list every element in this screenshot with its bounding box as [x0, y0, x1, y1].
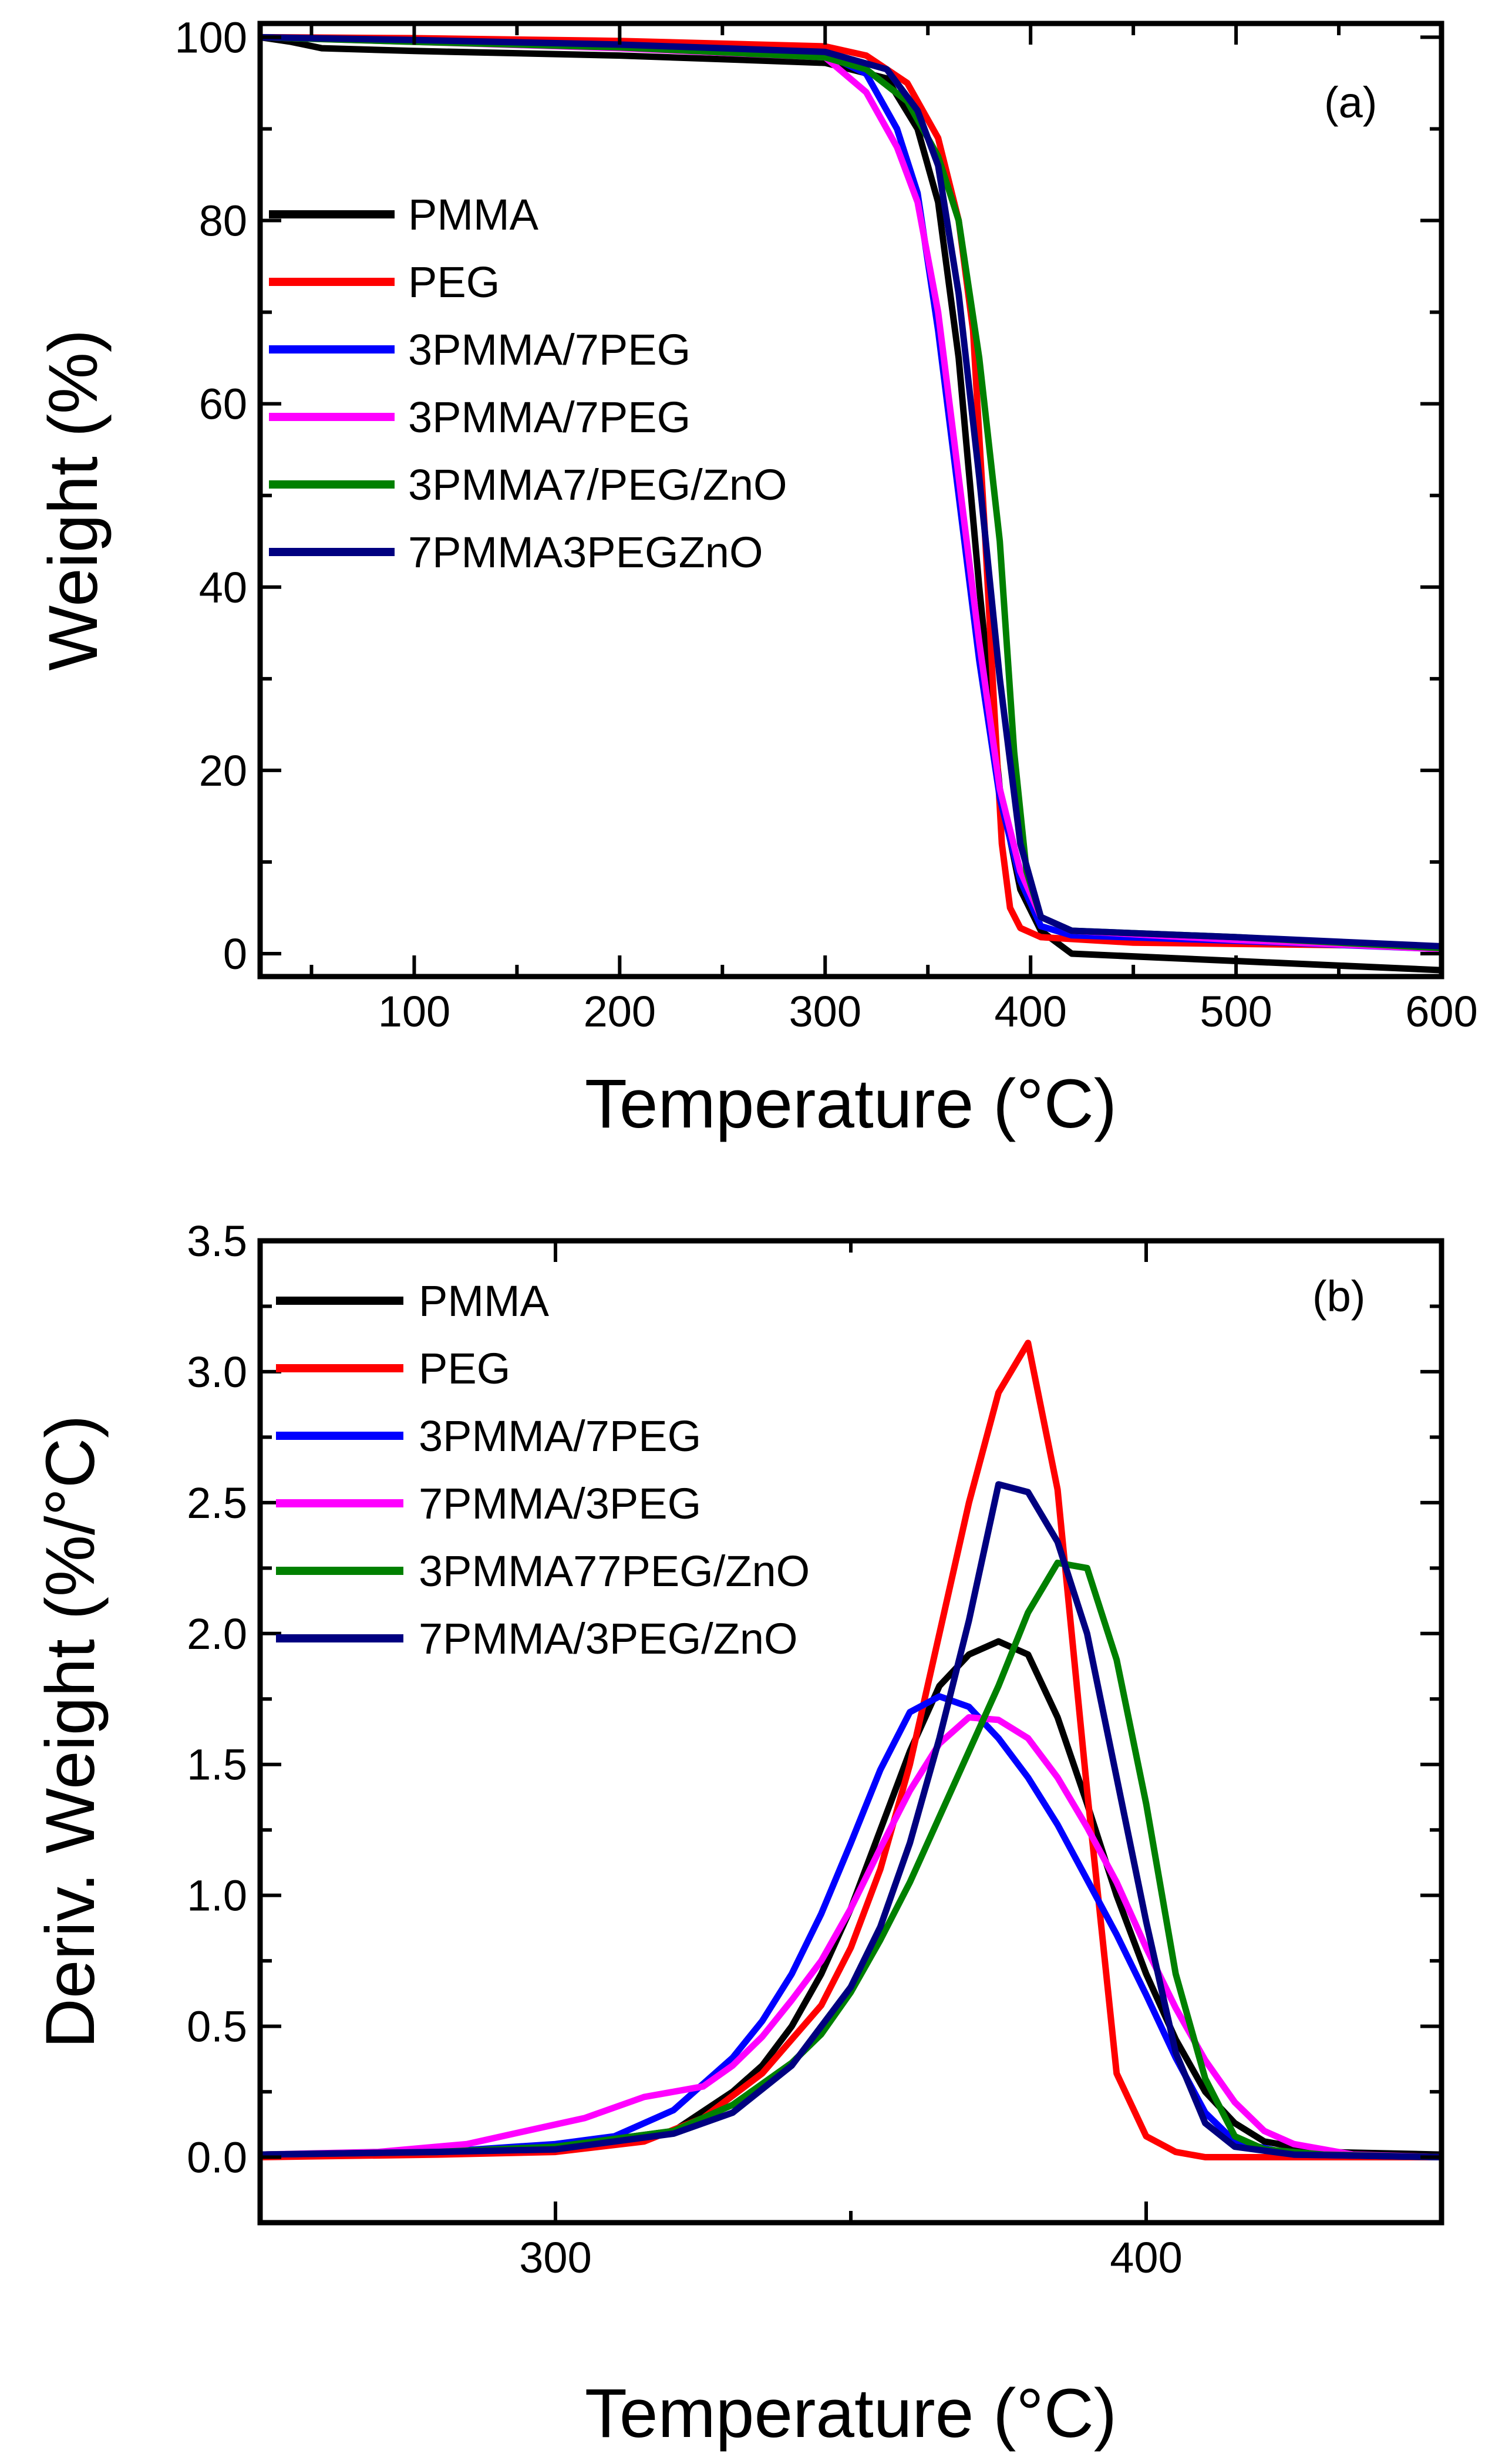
x-tick-label: 400: [1110, 2233, 1182, 2282]
legend-b: PMMA PEG 3PMMA/7PEG 7PMMA/3PEG 3PMMA77PEG/Zn…: [276, 1277, 810, 1663]
legend-label: 7PMMA/3PEG: [419, 1479, 701, 1528]
x-tick-label: 200: [584, 987, 656, 1036]
legend-label: PEG: [408, 258, 500, 307]
y-tick-label: 2.0: [187, 1610, 247, 1658]
legend-label: 3PMMA7/PEG/ZnO: [408, 460, 787, 509]
y-tick-label: 2.5: [187, 1479, 247, 1527]
x-axis-title-a: Temperature (°C): [585, 1065, 1117, 1143]
legend-a: PMMA PEG 3PMMA/7PEG 3PMMA/7PEG 3PMMA7/PEG/Zn…: [269, 190, 787, 577]
legend-label: PMMA: [408, 190, 539, 239]
y-tick-label: 80: [199, 197, 247, 245]
y-axis-title-a: Weight (%): [35, 329, 112, 671]
x-tick-label: 500: [1200, 987, 1272, 1036]
y-tick-label: 0: [223, 930, 247, 978]
series-line-5: [260, 1559, 1442, 2160]
legend-label: 3PMMA/7PEG: [408, 325, 691, 374]
x-axis-b: 300 400: [258, 1241, 1443, 2282]
y-tick-label: 0.0: [187, 2133, 247, 2182]
x-axis-a: 100 200 300 400 500 600: [309, 23, 1478, 1036]
y-axis-b: 0.0 0.5 1.0 1.5 2.0 2.5 3.0 3.5: [187, 1217, 1442, 2224]
series-line-4: [260, 1714, 1442, 2160]
x-axis-title-b: Temperature (°C): [585, 2375, 1117, 2452]
series-line-1: [260, 1638, 1442, 2158]
series-line-2: [260, 1339, 1442, 2160]
y-tick-label: 1.5: [187, 1741, 247, 1789]
y-tick-label: 20: [199, 746, 247, 795]
legend-label: 3PMMA/7PEG: [408, 393, 691, 442]
y-tick-label: 3.0: [187, 1348, 247, 1396]
y-tick-label: 1.0: [187, 1871, 247, 1920]
x-tick-label: 100: [378, 987, 450, 1036]
plot-frame-a: [257, 21, 1444, 979]
panel-b: 300 400 0.0 0.5 1.0 1.5 2.0 2.5 3.0 3.5 (b) Temp…: [32, 1217, 1444, 2452]
x-tick-label: 300: [789, 987, 861, 1036]
panel-label-a: (a): [1324, 78, 1377, 127]
y-tick-label: 40: [199, 563, 247, 612]
y-tick-label: 100: [175, 13, 247, 62]
series-line-3: [260, 1693, 1442, 2160]
legend-label: PMMA: [419, 1277, 550, 1325]
y-axis-title-b: Deriv. Weight (%/°C): [32, 1415, 109, 2049]
legend-label: 3PMMA/7PEG: [419, 1412, 701, 1460]
panel-label-b: (b): [1312, 1272, 1365, 1321]
panel-a: 100 200 300 400 500 600 0 20 40 60 80 100 (a) Temp…: [35, 13, 1478, 1143]
y-tick-label: 60: [199, 380, 247, 429]
y-tick-label: 0.5: [187, 2002, 247, 2051]
series-line-6: [260, 1481, 1442, 2160]
legend-label: 3PMMA77PEG/ZnO: [419, 1547, 810, 1595]
y-tick-label: 3.5: [187, 1217, 247, 1265]
x-tick-label: 300: [519, 2233, 591, 2282]
y-axis-a: 0 20 40 60 80 100: [175, 13, 1442, 978]
plot-area-a: [260, 33, 1442, 974]
x-tick-label: 400: [994, 987, 1066, 1036]
legend-label: 7PMMA/3PEG/ZnO: [419, 1614, 798, 1663]
legend-label: PEG: [419, 1344, 510, 1393]
legend-label: 7PMMA3PEGZnO: [408, 528, 763, 577]
plot-area-b: [260, 1339, 1442, 2160]
series-line-6: [260, 33, 1442, 950]
x-tick-label: 600: [1405, 987, 1477, 1036]
